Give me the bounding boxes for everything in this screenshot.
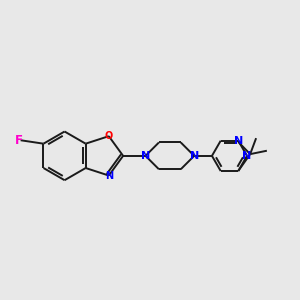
Text: O: O — [105, 131, 113, 141]
Text: N: N — [105, 170, 113, 181]
Text: F: F — [15, 134, 23, 147]
Text: N: N — [190, 151, 199, 161]
Text: N: N — [242, 151, 252, 161]
Text: N: N — [141, 151, 150, 161]
Text: N: N — [234, 136, 243, 146]
